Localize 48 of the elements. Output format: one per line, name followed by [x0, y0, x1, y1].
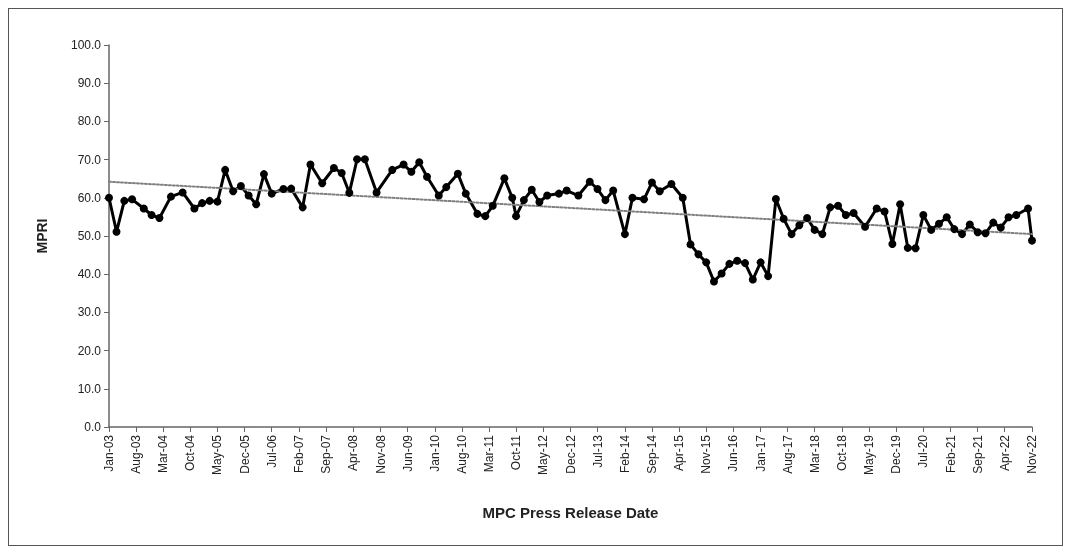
x-tick-label: Jan-17 — [753, 434, 768, 472]
x-tick-label: Aug-10 — [454, 434, 469, 474]
x-tick-label: Dec-19 — [889, 434, 904, 474]
x-tick-label: Aug-03 — [129, 434, 144, 474]
x-tick-label: Dec-05 — [237, 434, 252, 474]
x-tick-label: Mar-04 — [156, 434, 171, 474]
y-tick-label: 80.0 — [77, 114, 102, 129]
y-tick-label: 90.0 — [77, 76, 102, 91]
x-tick-label: May-05 — [210, 434, 225, 476]
y-tick-label: 0.0 — [84, 420, 102, 434]
x-tick-label: Aug-17 — [780, 434, 795, 474]
x-tick-label: Feb-07 — [292, 434, 307, 474]
x-tick-label: Apr-15 — [671, 434, 686, 472]
x-tick-label: Jun-16 — [726, 434, 741, 472]
x-tick-label: Jul-20 — [916, 434, 931, 468]
x-tick-label: Mar-18 — [807, 434, 822, 474]
x-tick-label: Feb-14 — [617, 434, 632, 474]
y-tick-label: 30.0 — [77, 305, 102, 320]
y-tick-label: 60.0 — [77, 190, 102, 205]
x-tick-label: Jul-06 — [264, 434, 279, 468]
x-tick-label: Apr-08 — [346, 434, 361, 472]
x-tick-label: Apr-22 — [997, 434, 1012, 472]
y-axis-title: MPRI — [34, 218, 50, 254]
x-tick-label: Nov-15 — [699, 434, 714, 474]
x-tick-label: Jul-13 — [590, 434, 605, 468]
x-tick-label: Sep-21 — [970, 434, 985, 474]
y-tick-label: 20.0 — [77, 343, 102, 358]
x-tick-label: Jan-10 — [427, 434, 442, 472]
x-tick-label: Oct-04 — [183, 434, 198, 472]
x-tick-label: Nov-22 — [1025, 434, 1039, 474]
y-tick-label: 50.0 — [77, 229, 102, 243]
x-tick-label: Sep-14 — [644, 434, 659, 474]
x-tick-label: Jan-03 — [102, 434, 116, 472]
x-tick-label: May-12 — [536, 434, 551, 476]
y-tick-label: 70.0 — [77, 152, 102, 167]
x-tick-label: Mar-11 — [481, 434, 496, 473]
x-tick-label: Oct-11 — [509, 434, 524, 471]
x-axis-title: MPC Press Release Date — [482, 504, 659, 521]
y-tick-label: 10.0 — [77, 381, 102, 396]
x-tick-label: Feb-21 — [943, 434, 958, 474]
y-tick-label: 40.0 — [77, 267, 102, 282]
x-tick-label: Dec-12 — [563, 434, 578, 474]
x-tick-label: Sep-07 — [319, 434, 334, 474]
x-tick-label: Nov-08 — [373, 434, 388, 474]
x-tick-label: May-19 — [861, 434, 876, 476]
y-tick-label: 100.0 — [70, 38, 102, 52]
x-tick-label: Oct-18 — [834, 434, 849, 472]
x-tick-label: Jun-09 — [400, 434, 415, 472]
